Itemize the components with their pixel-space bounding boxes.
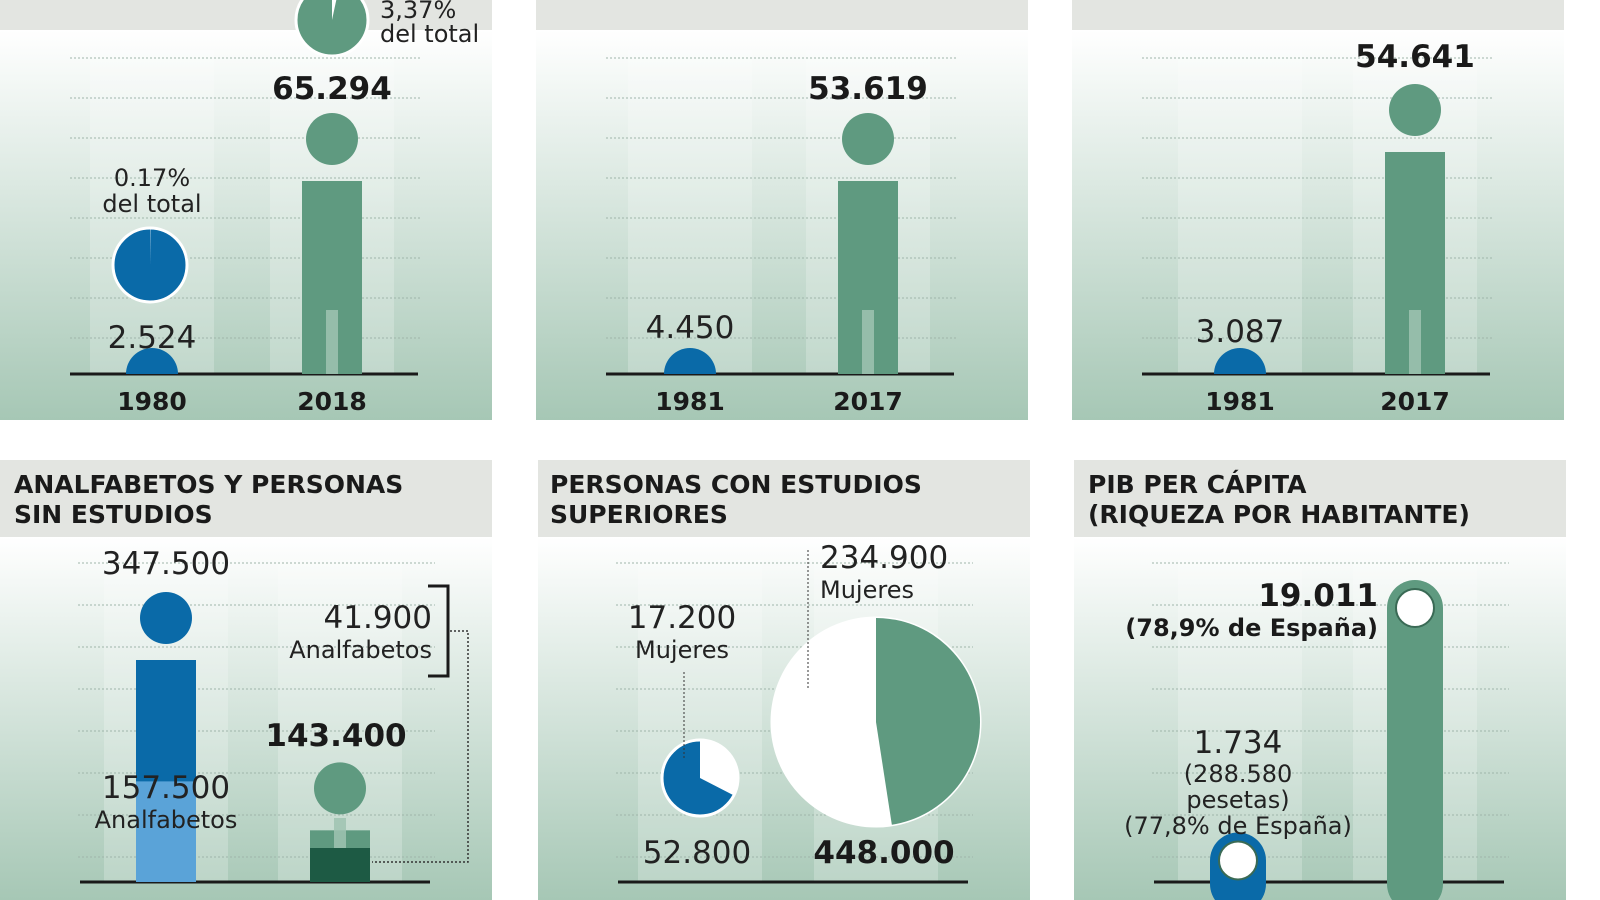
value-2: 19.011 [1258, 578, 1378, 614]
share-pie-2018-slice [332, 0, 337, 20]
value-total-2: 143.400 [265, 718, 406, 754]
panel-background [0, 30, 492, 420]
label-women-1: Mujeres [635, 636, 729, 664]
column-stripe [1178, 560, 1302, 882]
label-illiterate-2: Analfabetos [289, 636, 432, 664]
panel-header [538, 460, 1030, 537]
value-women-1: 17.200 [628, 600, 736, 636]
person-icon-head [314, 762, 366, 815]
note-1: (77,8% de España) [1124, 812, 1352, 840]
connector-line [372, 630, 469, 863]
note-1: pesetas) [1186, 786, 1289, 814]
person-icon-legs-gap [1409, 310, 1421, 374]
person-icon-head [140, 592, 192, 644]
person-icon-head [306, 113, 358, 165]
year-label: 2018 [297, 387, 367, 416]
label-women-2: Mujeres [820, 576, 914, 604]
value-1981: 4.450 [646, 310, 735, 346]
share-pie-2018 [294, 0, 370, 58]
value-women-2: 234.900 [820, 540, 948, 576]
value-illiterate-1: 157.500 [102, 770, 230, 806]
value-1: 1.734 [1194, 725, 1283, 761]
value-total-2: 448.000 [813, 835, 954, 871]
pie-women-1-slice [700, 740, 738, 796]
share-label-2018: del total [380, 20, 479, 48]
panel-header [1074, 460, 1566, 537]
person-icon-head [842, 113, 894, 165]
panel-title: SUPERIORES [550, 500, 728, 529]
year-label: 1981 [1205, 387, 1275, 416]
value-illiterate-2: 41.900 [324, 600, 432, 636]
share-label-1980: del total [102, 190, 201, 218]
panel-title: ANALFABETOS Y PERSONAS [14, 470, 403, 499]
panel-title: (RIQUEZA POR HABITANTE) [1088, 500, 1470, 529]
person-icon-legs-gap [862, 310, 874, 374]
share-2018: 3,37% [380, 0, 456, 24]
illiterate-segment [310, 848, 370, 882]
bar-cap-circle [1218, 840, 1258, 881]
column-stripe [638, 560, 762, 882]
pie-men-2 [876, 618, 980, 825]
panel-title: SIN ESTUDIOS [14, 500, 213, 529]
year-label: 1981 [655, 387, 725, 416]
person-icon-head [1389, 84, 1441, 136]
note-2: (78,9% de España) [1125, 614, 1378, 642]
bracket [428, 584, 450, 678]
value-2018: 65.294 [272, 71, 392, 107]
panel-background [1074, 537, 1566, 900]
value-total-1: 347.500 [102, 546, 230, 582]
share-1980: 0.17% [114, 164, 190, 192]
value-total-1: 52.800 [643, 835, 751, 871]
person-icon-legs-gap [326, 310, 338, 374]
year-label: 1980 [117, 387, 187, 416]
value-2017: 53.619 [808, 71, 928, 107]
panel-header [0, 0, 492, 30]
value-1981: 3.087 [1196, 314, 1285, 350]
panel-header [536, 0, 1028, 30]
bar [1387, 580, 1443, 900]
value-1980: 2.524 [108, 320, 197, 356]
bar-cap-circle [1395, 588, 1435, 628]
panel-background [1072, 30, 1564, 420]
column-stripe [1178, 50, 1302, 374]
person-icon [1214, 348, 1266, 374]
value-2017: 54.641 [1355, 39, 1475, 75]
year-label: 2017 [833, 387, 903, 416]
column-stripe [628, 50, 752, 374]
person-icon [126, 348, 178, 374]
label-illiterate-1: Analfabetos [95, 806, 238, 834]
illiterate-segment [136, 781, 196, 882]
panel-header [1072, 0, 1564, 30]
panel-title: PIB PER CÁPITA [1088, 470, 1307, 499]
person-icon [664, 348, 716, 374]
note-1: (288.580 [1184, 760, 1293, 788]
panel-header [0, 460, 492, 537]
panel-background [536, 30, 1028, 420]
column-stripe [90, 50, 214, 374]
panel-background [0, 537, 492, 900]
panel-title: PERSONAS CON ESTUDIOS [550, 470, 922, 499]
year-label: 2017 [1380, 387, 1450, 416]
